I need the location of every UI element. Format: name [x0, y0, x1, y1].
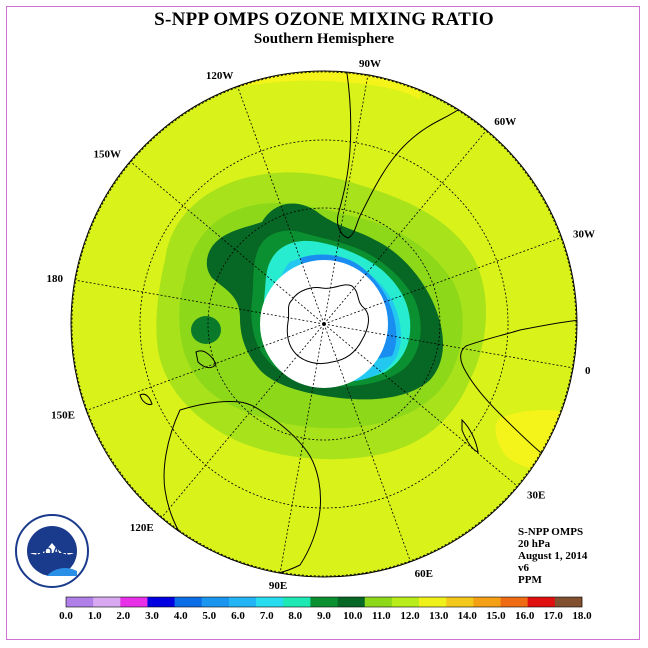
coastline-madagascar [461, 418, 479, 453]
colorbar-swatch [66, 597, 94, 607]
colorbar-swatch [554, 597, 583, 607]
south-pole-marker [322, 322, 326, 326]
ozone-contour-9ppm-island [191, 316, 221, 344]
colorbar-swatch [391, 597, 420, 607]
colorbar-tick-label: 5.0 [202, 610, 216, 622]
longitude-label: 60W [494, 116, 516, 128]
colorbar-swatch [147, 597, 175, 607]
image-frame [6, 6, 640, 640]
longitude-label: 90E [269, 580, 287, 592]
colorbar-tick-label: 4.0 [174, 610, 188, 622]
longitude-label: 120W [206, 70, 234, 82]
colorbar-tick-label: 3.0 [145, 610, 159, 622]
longitude-label: 180 [47, 273, 64, 285]
product-version: v6 [518, 562, 529, 574]
colorbar-swatch [93, 597, 121, 607]
colorbar-swatch [310, 597, 338, 607]
colorbar-swatch [527, 597, 556, 607]
product-info: S-NPP OMPS 20 hPa August 1, 2014 v6 PPM [518, 526, 587, 586]
longitude-label: 120E [130, 522, 154, 534]
colorbar-tick-label: 9.0 [317, 610, 331, 622]
colorbar-tick-label: 17.0 [544, 610, 564, 622]
noaa-logo: NOAA [15, 514, 89, 588]
longitude-label: 150W [94, 149, 122, 161]
colorbar-tick-label: 15.0 [486, 610, 506, 622]
colorbar-tick-label: 2.0 [116, 610, 130, 622]
colorbar-swatch [446, 597, 474, 607]
colorbar-swatch [337, 597, 366, 607]
colorbar-swatch [473, 597, 501, 607]
colorbar-tick-label: 16.0 [515, 610, 535, 622]
pressure-level: 20 hPa [518, 538, 551, 550]
colorbar-tick-label: 7.0 [260, 610, 274, 622]
longitude-label: 60E [415, 568, 433, 580]
colorbar-tick-label: 1.0 [88, 610, 102, 622]
coastline-antarctica [286, 284, 369, 365]
map-title: S-NPP OMPS OZONE MIXING RATIO [154, 9, 494, 30]
noaa-logo-text: NOAA [36, 546, 68, 558]
colorbar-swatch [283, 597, 311, 607]
colorbar-tick-label: 11.0 [372, 610, 391, 622]
colorbar-swatch [228, 597, 257, 607]
ozone-contour-13ppm-north [190, 71, 420, 100]
product-units: PPM [518, 574, 542, 586]
map-subtitle: Southern Hemisphere [253, 31, 395, 47]
coastline-africa [460, 319, 577, 471]
colorbar-tick-label: 14.0 [458, 610, 478, 622]
colorbar-tick-label: 18.0 [572, 610, 592, 622]
map-boundary [70, 70, 578, 578]
colorbar-tick-label: 12.0 [400, 610, 420, 622]
colorbar-swatch [174, 597, 203, 607]
colorbar-swatch [419, 597, 447, 607]
coastline-australia [163, 401, 321, 577]
longitude-label: 30W [573, 228, 595, 240]
longitude-label: 90W [359, 58, 381, 70]
colorbar-swatch [201, 597, 230, 607]
colorbar-tick-label: 13.0 [429, 610, 449, 622]
colorbar-swatch [364, 597, 393, 607]
colorbar-tick-label: 10.0 [343, 610, 363, 622]
longitude-label: 150E [51, 410, 75, 422]
longitude-label: 0 [585, 365, 591, 377]
colorbar-swatch [120, 597, 148, 607]
coastline-new-zealand [139, 350, 217, 405]
longitude-labels: 90W 60W 30W 0 30E 60E 90E 120E 150E 180 150W 120W [47, 58, 596, 592]
colorbar-swatch [256, 597, 284, 607]
product-date: August 1, 2014 [518, 550, 588, 562]
coastline-south-america [337, 71, 501, 239]
colorbar-swatch [500, 597, 528, 607]
colorbar-border [65, 596, 583, 608]
colorbar-tick-label: 6.0 [231, 610, 245, 622]
colorbar-tick-label: 8.0 [288, 610, 302, 622]
product-name: S-NPP OMPS [518, 526, 584, 538]
graticule [71, 71, 577, 577]
colorbar-tick-label: 0.0 [59, 610, 73, 622]
longitude-label: 30E [527, 489, 545, 501]
